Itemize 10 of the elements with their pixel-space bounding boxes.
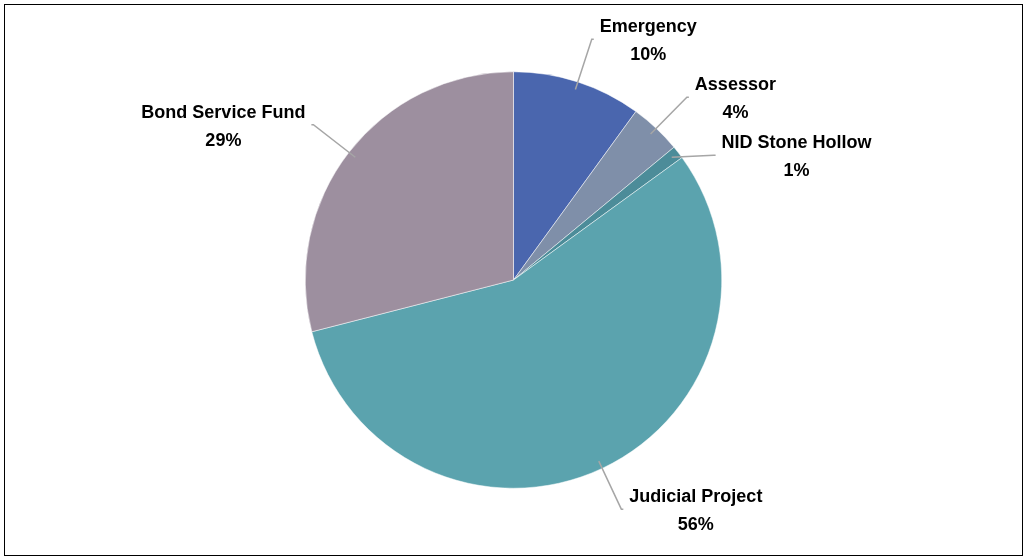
slice-label: Assessor [694,74,776,95]
slice-label: NID Stone Hollow [721,132,873,153]
data-label: 4% [722,102,749,123]
slice-label: Judicial Project [629,486,763,507]
slice-label: Emergency [599,16,697,37]
data-label: 56% [677,514,714,535]
data-label: 10% [630,44,667,65]
slice-label: Bond Service Fund [141,101,306,122]
data-label: 29% [205,129,242,150]
data-label: 1% [783,160,810,181]
